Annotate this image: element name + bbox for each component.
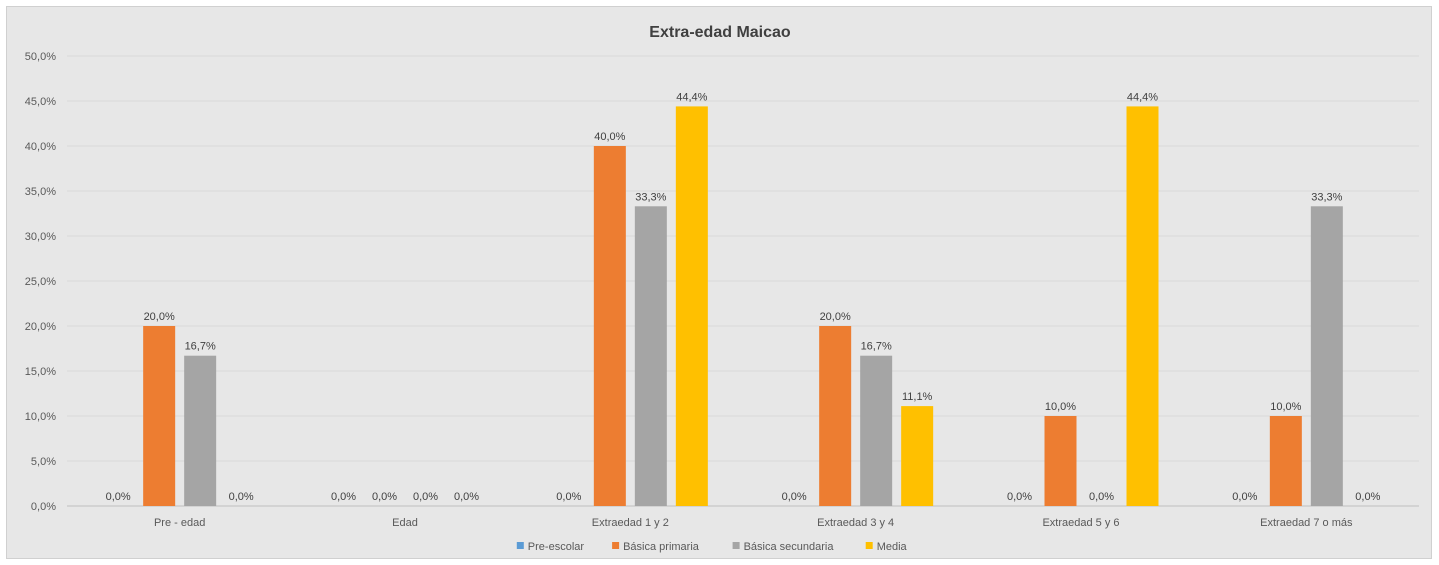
data-label: 33,3% [635,191,666,203]
y-tick-label: 0,0% [31,501,56,513]
y-tick-label: 10,0% [25,411,56,423]
data-label: 0,0% [229,491,254,503]
data-label: 0,0% [454,491,479,503]
data-label: 10,0% [1270,401,1301,413]
bar [1126,106,1159,507]
chart-title: Extra-edad Maicao [649,24,791,41]
bar [901,406,934,506]
bar [634,206,667,507]
data-label: 20,0% [144,311,175,323]
x-tick-label: Pre - edad [154,517,205,529]
chart-area: Extra-edad Maicao 0,0% 5,0% 10,0% 15,0% 20,0… [6,6,1432,559]
y-tick-label: 35,0% [25,186,56,198]
data-label: 16,7% [861,341,892,353]
x-tick-label: Extraedad 3 y 4 [817,517,894,529]
bar [819,326,852,506]
bar [143,326,176,506]
bar [593,146,626,506]
data-label: 0,0% [782,491,807,503]
data-label: 44,4% [676,91,707,103]
data-label: 0,0% [1089,491,1114,503]
y-tick-label: 45,0% [25,96,56,108]
data-label: 0,0% [106,491,131,503]
bar [860,355,893,506]
legend-label: Básica secundaria [744,541,835,553]
y-tick-label: 30,0% [25,231,56,243]
y-tick-label: 20,0% [25,321,56,333]
y-tick-label: 15,0% [25,366,56,378]
x-tick-label: Edad [392,517,418,529]
x-tick-label: Extraedad 1 y 2 [592,517,669,529]
data-label: 0,0% [556,491,581,503]
data-label: 0,0% [372,491,397,503]
bars [143,106,1343,507]
bar [1310,206,1343,507]
data-label: 40,0% [594,131,625,143]
legend-label: Pre-escolar [528,541,585,553]
legend-label: Media [877,541,908,553]
data-label: 33,3% [1311,191,1342,203]
y-tick-label: 5,0% [31,456,56,468]
data-label: 16,7% [185,341,216,353]
bar [184,355,217,506]
data-label: 20,0% [820,311,851,323]
bar [675,106,708,507]
data-label: 44,4% [1127,91,1158,103]
x-tick-label: Extraedad 7 o más [1260,517,1353,529]
y-axis-ticks: 0,0% 5,0% 10,0% 15,0% 20,0% 25,0% 30,0% 35,0% 40… [25,51,56,513]
y-tick-label: 25,0% [25,276,56,288]
legend-swatch [612,542,620,549]
legend-item: Básica primaria [612,541,700,553]
data-label: 0,0% [331,491,356,503]
legend-item: Media [865,541,908,553]
chart-svg: Extra-edad Maicao 0,0% 5,0% 10,0% 15,0% 20,0… [25,24,1419,553]
data-label: 0,0% [1007,491,1032,503]
legend-item: Pre-escolar [516,541,585,553]
legend-swatch [516,542,524,549]
legend-label: Básica primaria [623,541,700,553]
data-label: 0,0% [413,491,438,503]
gridlines [67,55,1419,507]
bar [1269,416,1302,506]
data-label: 0,0% [1232,491,1257,503]
data-label: 0,0% [1355,491,1380,503]
legend-swatch [865,542,873,549]
data-label: 11,1% [902,391,933,403]
y-tick-label: 50,0% [25,51,56,63]
data-labels: 0,0% 20,0% 16,7% 0,0% 0,0% 0,0% 0,0% 0,0% 0,0% 40… [106,91,1381,503]
y-tick-label: 40,0% [25,141,56,153]
data-label: 10,0% [1045,401,1076,413]
x-tick-label: Extraedad 5 y 6 [1042,517,1119,529]
legend-item: Básica secundaria [732,541,835,553]
legend-swatch [732,542,740,549]
legend: Pre-escolar Básica primaria Básica secunda… [516,541,908,553]
bar [1044,416,1077,506]
x-axis-ticks: Pre - edad Edad Extraedad 1 y 2 Extraedad 3… [154,517,1353,529]
